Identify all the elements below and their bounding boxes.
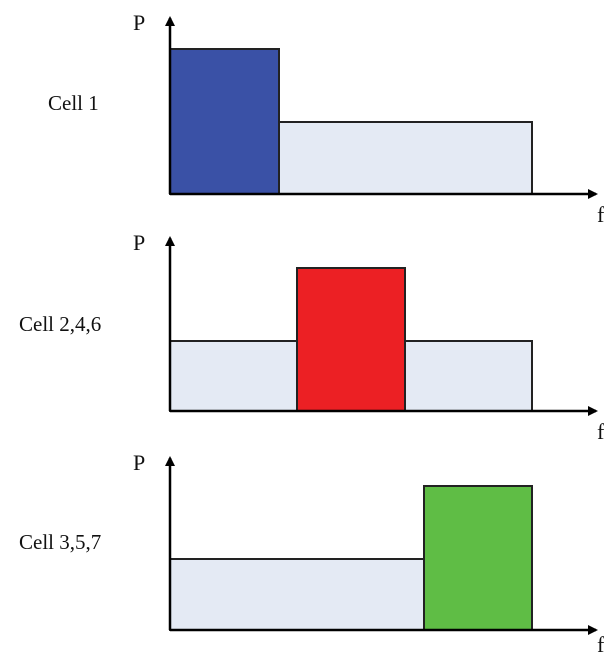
power-block (169, 340, 298, 412)
power-block (278, 121, 533, 195)
x-axis-label: f (597, 632, 604, 655)
x-axis-label: f (597, 202, 604, 227)
power-block (404, 340, 533, 412)
power-block (423, 485, 533, 631)
y-axis-label: P (133, 230, 145, 255)
power-block (169, 558, 425, 631)
power-block (169, 48, 280, 195)
panel-cell-1: P f Cell 1 (48, 10, 604, 227)
cell-label: Cell 3,5,7 (19, 530, 101, 554)
x-axis-label: f (597, 419, 604, 444)
power-block (296, 267, 406, 412)
cell-label: Cell 1 (48, 91, 99, 115)
cell-label: Cell 2,4,6 (19, 312, 101, 336)
panel-cell-3-5-7: P f Cell 3,5,7 (19, 450, 604, 655)
panel-cell-2-4-6: P f Cell 2,4,6 (19, 230, 604, 444)
y-axis-label: P (133, 10, 145, 35)
y-axis-label: P (133, 450, 145, 475)
